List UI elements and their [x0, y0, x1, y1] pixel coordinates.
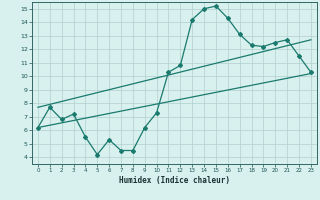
X-axis label: Humidex (Indice chaleur): Humidex (Indice chaleur) — [119, 176, 230, 185]
